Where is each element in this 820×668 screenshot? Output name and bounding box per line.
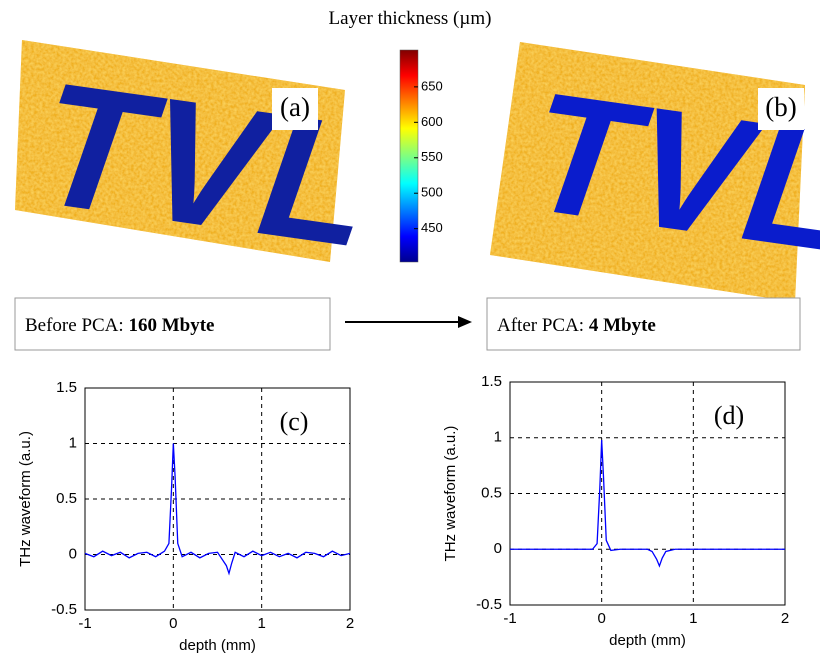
box-text: Before PCA: 160 Mbyte: [25, 315, 214, 336]
image-b: TVL (b): [490, 42, 820, 302]
colorbar-tick-label: 600: [421, 114, 443, 129]
box-label: Before PCA:: [25, 315, 124, 336]
figure-title: Layer thickness (µm): [329, 8, 492, 29]
label-bg: [705, 400, 753, 432]
panel-label: (c): [280, 407, 309, 436]
colorbar-tick-label: 650: [421, 78, 443, 93]
colorbar-tick-label: 500: [421, 185, 443, 200]
waveform: [84, 443, 351, 576]
x-axis-label: depth (mm): [179, 637, 256, 654]
y-tick-label: 0: [494, 540, 502, 557]
y-tick-label: 0.5: [56, 490, 77, 507]
panel-label: (b): [765, 92, 796, 122]
box-before: Before PCA: 160 Mbyte: [14, 297, 331, 351]
x-tick-label: 0: [597, 610, 605, 627]
y-tick-label: -0.5: [476, 596, 502, 613]
box-text: After PCA: 4 Mbyte: [497, 315, 656, 336]
image-a: TVL (a): [15, 40, 382, 285]
x-tick-label: 2: [346, 615, 354, 632]
label-bg: [270, 406, 318, 438]
x-tick-label: -1: [78, 615, 91, 632]
box-label: After PCA:: [497, 315, 584, 336]
x-tick-label: -1: [503, 610, 516, 627]
arrow-head: [458, 316, 472, 328]
y-tick-label: 0.5: [481, 484, 502, 501]
label-bg: [272, 88, 318, 130]
panel-label: (d): [714, 401, 744, 430]
colorbar-scale: [399, 49, 419, 263]
colorbar-tick-label: 450: [421, 220, 443, 235]
y-axis-label: THz waveform (a.u.): [17, 431, 34, 567]
x-tick-label: 1: [257, 615, 265, 632]
y-tick-label: 1: [69, 434, 77, 451]
x-tick-label: 2: [781, 610, 789, 627]
x-axis-label: depth (mm): [609, 632, 686, 649]
y-tick-label: 0: [69, 545, 77, 562]
box-after: After PCA: 4 Mbyte: [486, 297, 801, 351]
y-axis-label: THz waveform (a.u.): [442, 426, 459, 562]
y-tick-label: 1.5: [481, 373, 502, 390]
letters: TVL: [28, 46, 382, 285]
box-value: 4 Mbyte: [589, 315, 656, 336]
box-value: 160 Mbyte: [128, 315, 214, 336]
panel-label: (a): [280, 92, 310, 122]
colorbar: [399, 49, 419, 263]
sample-surface: [490, 42, 805, 302]
waveform: [510, 439, 785, 568]
label-bg: [758, 88, 804, 130]
y-tick-label: 1: [494, 429, 502, 446]
x-tick-label: 0: [169, 615, 177, 632]
y-tick-label: -0.5: [51, 601, 77, 618]
box: [486, 297, 801, 351]
colorbar-tick-label: 550: [421, 149, 443, 164]
x-tick-label: 1: [689, 610, 697, 627]
y-tick-label: 1.5: [56, 379, 77, 396]
sample-surface: [15, 40, 345, 262]
box: [14, 297, 331, 351]
